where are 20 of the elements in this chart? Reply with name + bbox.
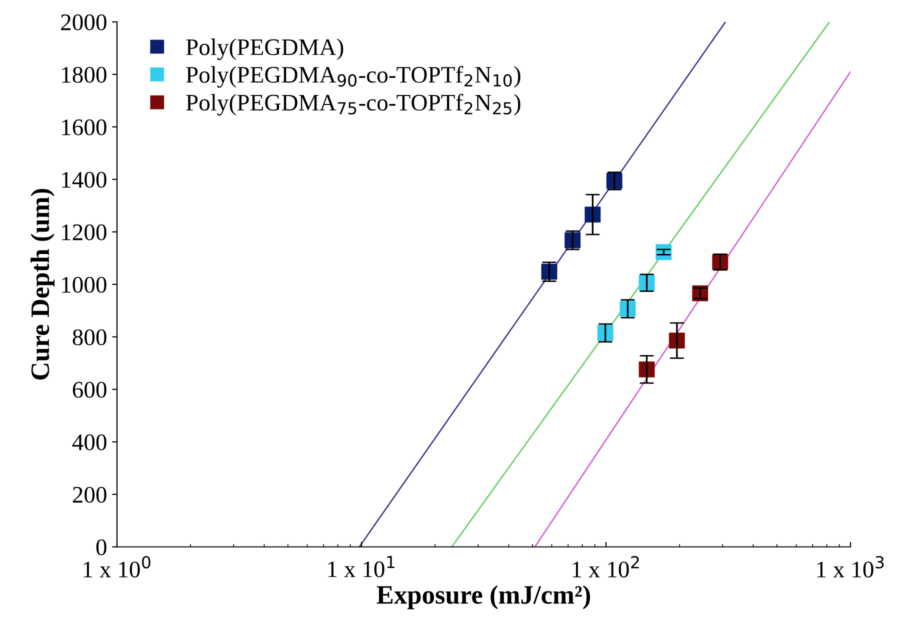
x-axis-title: Exposure (mJ/cm²) xyxy=(376,585,590,610)
x-tick-label: 1 x 10$^{3}$ xyxy=(817,556,884,578)
y-axis-title: Cure Depth (um) xyxy=(30,189,54,380)
y-tick-label: 1200 xyxy=(62,224,106,240)
y-tick-label: 1600 xyxy=(62,119,106,136)
y-tick-label: 1400 xyxy=(62,172,106,188)
legend-label: Poly(PEGDMA) xyxy=(186,38,344,60)
y-tick-label: 200 xyxy=(72,486,106,503)
y-tick-label: 1800 xyxy=(62,66,106,83)
x-tick-label: 1 x 10$^{2}$ xyxy=(572,556,639,578)
y-tick-label: 800 xyxy=(72,329,106,346)
y-tick-label: 0 xyxy=(96,539,106,556)
y-tick-label: 600 xyxy=(72,382,106,398)
legend-label: Poly(PEGDMA$_{75}$-co-TOPTf$_{2}$N$_{25}$) xyxy=(186,94,520,116)
x-tick-label: 1 x 10$^{1}$ xyxy=(328,556,394,578)
y-tick-label: 2000 xyxy=(61,14,106,30)
x-tick-label: 1 x 10$^{0}$ xyxy=(84,556,150,578)
y-tick-label: 400 xyxy=(72,434,106,450)
y-tick-label: 1000 xyxy=(62,276,106,293)
legend-label: Poly(PEGDMA$_{90}$-co-TOPTf$_{2}$N$_{10}$) xyxy=(186,66,520,88)
